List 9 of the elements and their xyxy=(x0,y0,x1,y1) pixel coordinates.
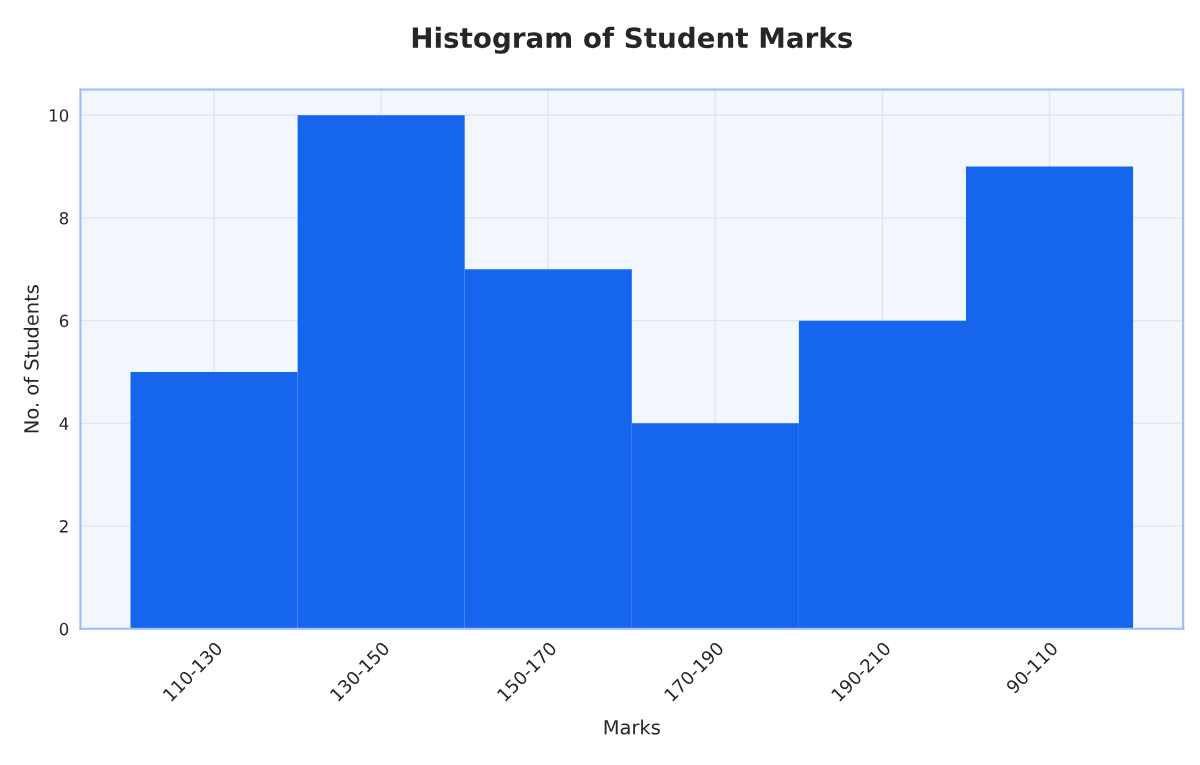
y-tick-label: 2 xyxy=(59,520,68,533)
y-tick-label: 0 xyxy=(59,622,69,636)
x-axis-title: Marks xyxy=(604,719,660,735)
chart-title: Histogram of Student Marks xyxy=(412,26,853,54)
y-tick-label: 8 xyxy=(59,211,69,225)
y-axis-title: No. of Students xyxy=(23,285,39,433)
y-tick-label: 10 xyxy=(49,109,69,122)
y-tick-label: 6 xyxy=(59,314,69,328)
y-tick-label: 4 xyxy=(59,417,69,430)
